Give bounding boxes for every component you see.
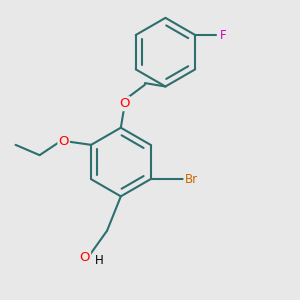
- Text: O: O: [58, 135, 69, 148]
- Text: H: H: [95, 254, 104, 267]
- Text: F: F: [220, 28, 227, 41]
- Text: O: O: [119, 97, 130, 110]
- Text: O: O: [80, 251, 90, 264]
- Text: Br: Br: [184, 173, 198, 186]
